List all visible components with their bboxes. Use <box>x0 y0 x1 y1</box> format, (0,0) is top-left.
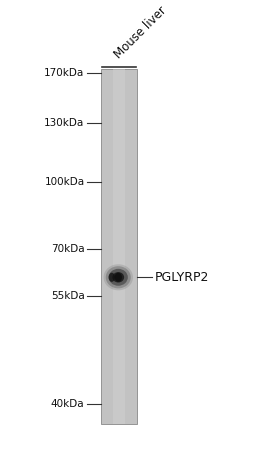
Text: 70kDa: 70kDa <box>51 244 84 254</box>
Ellipse shape <box>103 264 133 290</box>
Text: 170kDa: 170kDa <box>44 68 84 79</box>
Text: Mouse liver: Mouse liver <box>112 4 169 62</box>
Bar <box>113 69 125 424</box>
Text: 40kDa: 40kDa <box>51 399 84 409</box>
Ellipse shape <box>115 273 122 282</box>
Ellipse shape <box>112 272 124 283</box>
Text: 130kDa: 130kDa <box>44 118 84 128</box>
Ellipse shape <box>106 266 131 288</box>
Ellipse shape <box>109 273 115 282</box>
Text: 100kDa: 100kDa <box>44 177 84 188</box>
Text: 55kDa: 55kDa <box>51 291 84 301</box>
Bar <box>101 69 137 424</box>
Ellipse shape <box>109 269 128 286</box>
Text: PGLYRP2: PGLYRP2 <box>155 271 209 284</box>
